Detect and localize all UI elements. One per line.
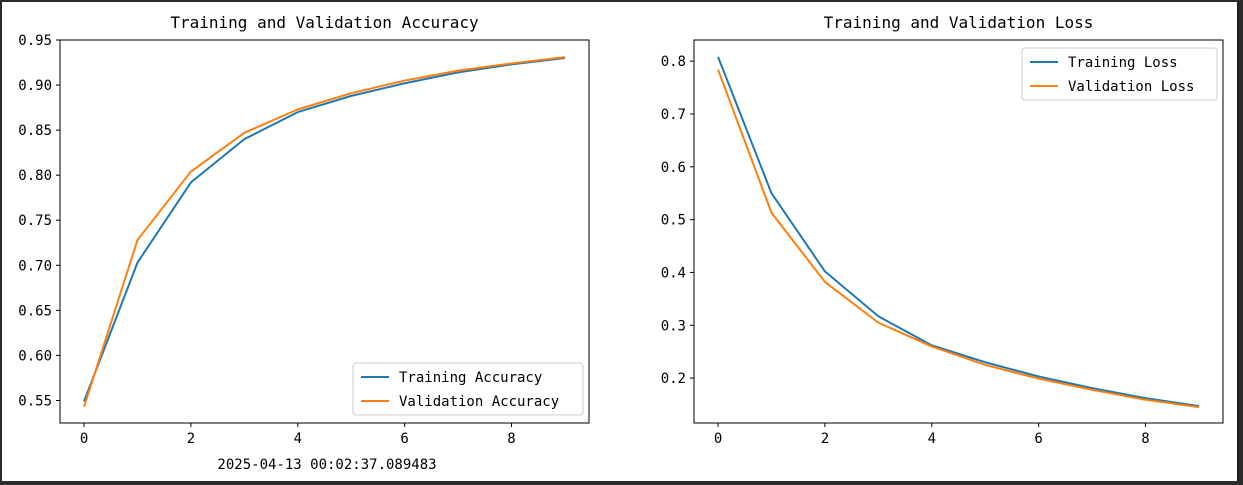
x-tick-label: 0 xyxy=(80,431,88,447)
x-tick-label: 8 xyxy=(507,431,515,447)
series-line-training-accuracy xyxy=(83,57,566,402)
legend-label-training-loss: Training Loss xyxy=(1068,55,1178,71)
legend-box xyxy=(352,362,584,416)
y-tick-label: 0.5 xyxy=(661,213,686,229)
series-line-validation-accuracy xyxy=(83,56,566,408)
y-tick-label: 0.70 xyxy=(18,258,52,274)
x-tick-label: 8 xyxy=(1141,431,1149,447)
x-tick-label: 4 xyxy=(928,431,936,447)
legend: Training Accuracy Validation Accuracy xyxy=(352,362,584,416)
y-tick-label: 0.85 xyxy=(18,123,52,139)
loss-chart: Training and Validation Loss 0 2 4 6 8 0.2 0.3 0… xyxy=(661,13,1224,447)
y-tick-label: 0.75 xyxy=(18,213,52,229)
series-line-validation-loss xyxy=(717,69,1200,409)
y-tick-label: 0.7 xyxy=(661,107,686,123)
y-tick-label: 0.60 xyxy=(18,348,52,364)
y-tick-label: 0.4 xyxy=(661,265,686,281)
legend-label-training-accuracy: Training Accuracy xyxy=(399,370,542,386)
x-tick-label: 6 xyxy=(400,431,408,447)
y-tick-label: 0.65 xyxy=(18,303,52,319)
x-tick-label: 0 xyxy=(714,431,722,447)
y-tick-label: 0.8 xyxy=(661,54,686,70)
y-tick-label: 0.3 xyxy=(661,318,686,334)
x-tick-label: 2 xyxy=(821,431,829,447)
axes-frame xyxy=(693,39,1224,424)
chart-title: Training and Validation Loss xyxy=(824,13,1094,32)
chart-title: Training and Validation Accuracy xyxy=(170,13,479,32)
y-tick-label: 0.80 xyxy=(18,168,52,184)
y-tick-label: 0.55 xyxy=(18,393,52,409)
timestamp-label: 2025-04-13 00:02:37.089483 xyxy=(217,457,436,473)
x-tick-label: 2 xyxy=(187,431,195,447)
y-tick-label: 0.2 xyxy=(661,371,686,387)
legend: Training Loss Validation Loss xyxy=(1021,47,1218,101)
series-line-training-loss xyxy=(717,56,1200,408)
legend-label-validation-accuracy: Validation Accuracy xyxy=(399,394,559,410)
x-tick-label: 6 xyxy=(1034,431,1042,447)
x-tick-label: 4 xyxy=(294,431,302,447)
legend-label-validation-loss: Validation Loss xyxy=(1068,79,1194,95)
y-tick-label: 0.90 xyxy=(18,78,52,94)
accuracy-chart: Training and Validation Accuracy 0 2 4 6 8 0.5… xyxy=(18,13,590,447)
y-tick-label: 0.95 xyxy=(18,33,52,49)
y-tick-label: 0.6 xyxy=(661,160,686,176)
legend-box xyxy=(1021,47,1218,101)
axes-frame xyxy=(59,39,590,424)
